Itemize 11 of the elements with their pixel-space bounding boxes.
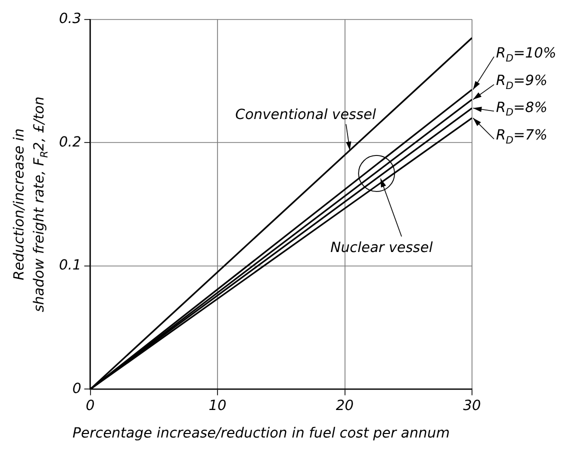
y-tick-label: 0.3: [59, 11, 82, 28]
y-tick-label: 0.1: [59, 258, 82, 274]
y-tick-label: 0: [72, 380, 82, 397]
x-tick-label: 20: [336, 398, 354, 414]
x-tick-label: 30: [463, 398, 481, 414]
x-tick-label: 0: [86, 398, 95, 414]
annotation: Nuclear vessel: [330, 240, 433, 256]
series-label: Conventional vessel: [235, 106, 376, 123]
y-tick-label: 0.2: [59, 134, 82, 150]
x-axis-title: Percentage increase/reduction in fuel cost per annum: [72, 426, 450, 442]
x-tick-label: 10: [208, 398, 227, 414]
